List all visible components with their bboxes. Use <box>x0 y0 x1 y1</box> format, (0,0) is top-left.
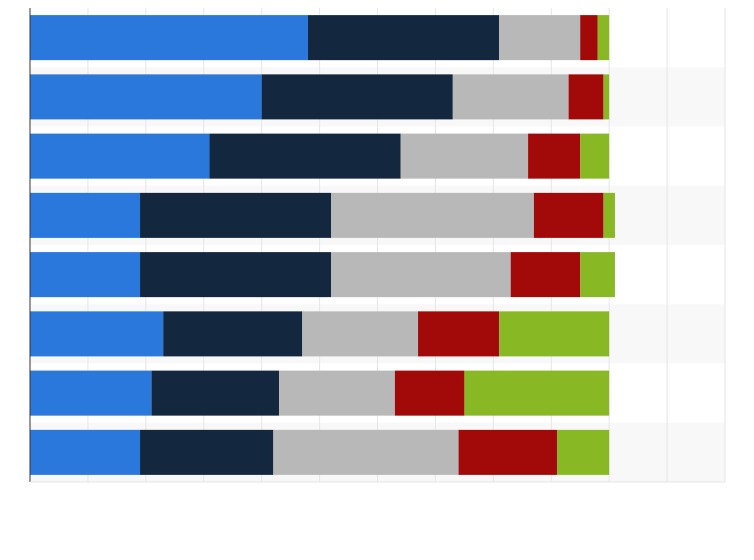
bar-segment <box>30 370 152 416</box>
bar-segment <box>597 15 610 61</box>
bar-segment <box>557 429 610 475</box>
bar-segment <box>30 15 308 61</box>
bar-segment <box>140 192 332 238</box>
bar-segment <box>458 429 558 475</box>
bar-segment <box>209 133 401 179</box>
bar-segment <box>30 192 141 238</box>
bar-segment <box>331 192 534 238</box>
bar-segment <box>528 133 581 179</box>
bar-segment <box>418 311 500 357</box>
bar-segment <box>499 15 581 61</box>
bar-segment <box>273 429 459 475</box>
bar-segment <box>580 133 610 179</box>
bar-segment <box>510 252 581 298</box>
bar-segment <box>140 429 274 475</box>
bar-segment <box>400 133 529 179</box>
bar-segment <box>580 15 598 61</box>
bar-segment <box>30 74 262 120</box>
bar-segment <box>499 311 610 357</box>
bar-segment <box>580 252 615 298</box>
bar-segment <box>464 370 610 416</box>
bar-segment <box>331 252 511 298</box>
bar-segment <box>279 370 395 416</box>
bar-segment <box>261 74 453 120</box>
bar-segment <box>533 192 604 238</box>
bar-segment <box>30 252 141 298</box>
bar-segment <box>30 429 141 475</box>
bar-segment <box>302 311 419 357</box>
bar-segment <box>603 192 615 238</box>
bar-segment <box>394 370 465 416</box>
bar-segment <box>151 370 280 416</box>
bar-segment <box>30 311 164 357</box>
bar-segment <box>308 15 500 61</box>
bar-segment <box>568 74 604 120</box>
bar-segment <box>163 311 303 357</box>
bar-segment <box>603 74 610 120</box>
bar-segment <box>30 133 210 179</box>
bar-segment <box>140 252 332 298</box>
bar-segment <box>452 74 569 120</box>
